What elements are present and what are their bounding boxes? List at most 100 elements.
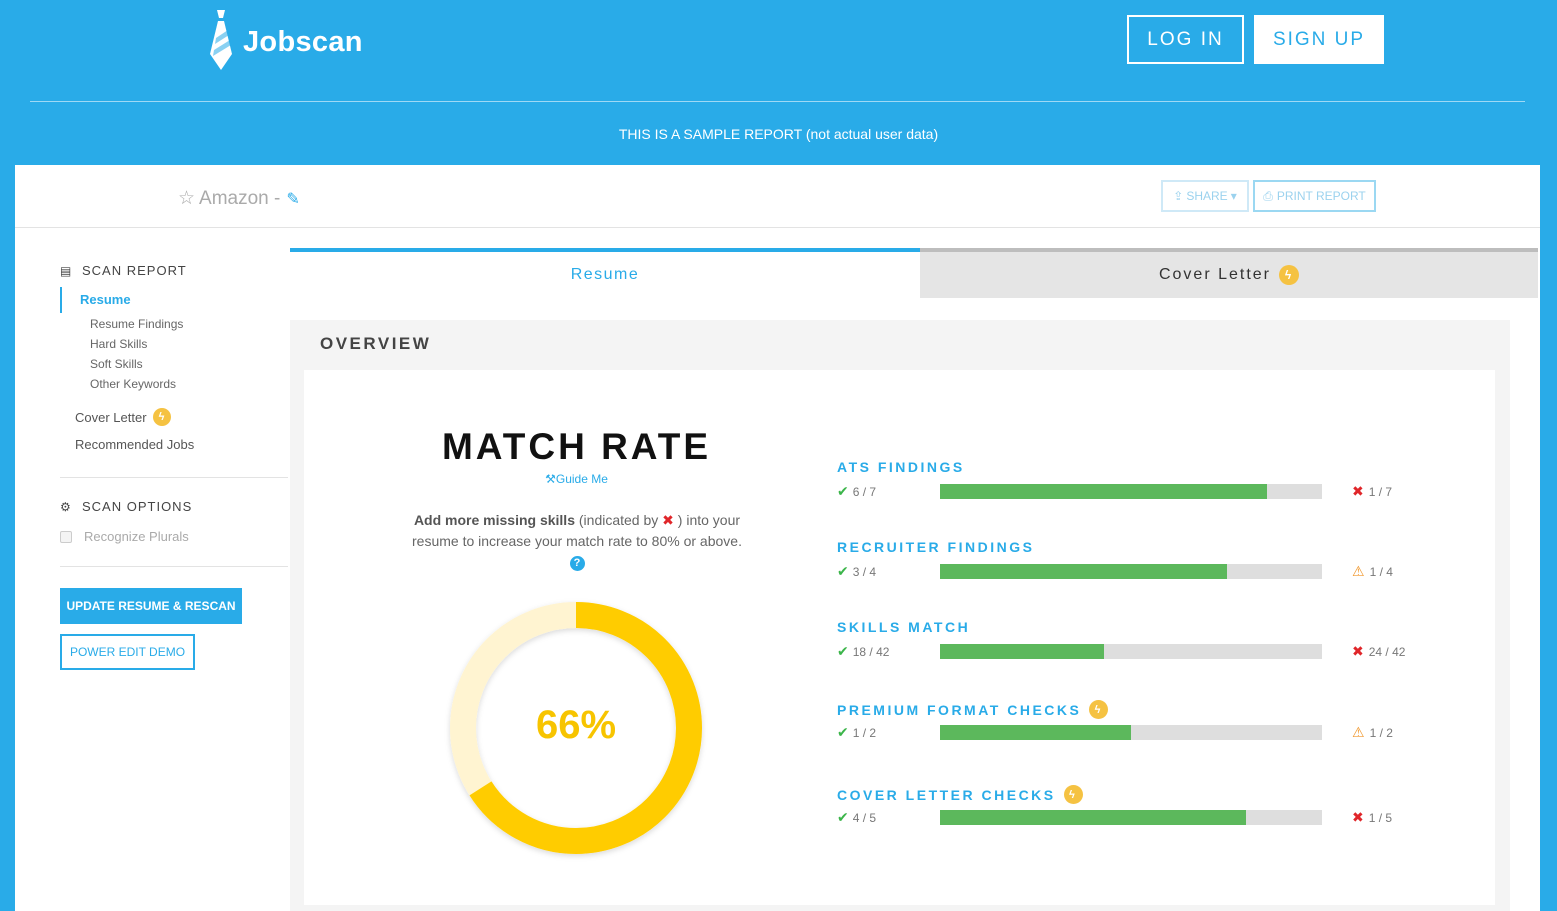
tab-cover-letter[interactable]: Cover Letter ϟ [920,248,1538,298]
green-check-icon: ✔ [837,483,849,499]
signup-button[interactable]: SIGN UP [1254,15,1384,64]
sidebar-item-cover-letter[interactable]: Cover Letter ϟ [75,408,171,426]
red-x-icon: ✖ [1352,643,1364,659]
login-button[interactable]: LOG IN [1127,15,1244,64]
premium-bolt-icon: ϟ [152,408,171,426]
green-check-icon: ✔ [837,563,849,579]
finding-progress-fill [940,644,1104,659]
finding-label-text: SKILLS MATCH [837,619,971,635]
top-header: Jobscan LOG IN SIGN UP THIS IS A SAMPLE … [0,0,1557,165]
jobscan-logo[interactable]: Jobscan [208,10,363,75]
scan-options-heading: ⚙ SCAN OPTIONS [60,499,192,514]
finding-row: COVER LETTER CHECKS ϟ ✔ 4 / 5 ✖ 1 / 5 [837,785,1457,845]
finding-progress-bar [940,725,1322,740]
sidebar-divider [60,477,288,478]
tab-cover-letter-label: Cover Letter [1158,266,1272,283]
sidebar-item-soft-skills[interactable]: Soft Skills [90,357,143,371]
finding-ok-count: ✔ 18 / 42 [837,643,889,660]
finding-issue-text: 1 / 7 [1368,484,1393,499]
finding-issue-text: 1 / 5 [1368,810,1393,825]
warning-icon: ⚠ [1352,724,1365,740]
finding-progress-bar [940,484,1322,499]
finding-progress-fill [940,564,1227,579]
sidebar-item-hard-skills[interactable]: Hard Skills [90,337,148,351]
guide-me-label: Guide Me [555,472,608,486]
scan-report-heading: ▤ SCAN REPORT [60,263,187,278]
list-icon: ▤ [60,263,73,278]
premium-bolt-icon: ϟ [1063,785,1083,804]
power-edit-demo-button[interactable]: POWER EDIT DEMO [60,634,195,670]
report-title-bar: ☆ Amazon - ✎ ⇪ SHARE ▾ ⎙ PRINT REPORT [15,165,1540,228]
recognize-plurals-label: Recognize Plurals [84,529,189,544]
finding-label[interactable]: PREMIUM FORMAT CHECKS ϟ [837,700,1109,719]
gauge-fill [450,602,702,854]
report-panel: ☆ Amazon - ✎ ⇪ SHARE ▾ ⎙ PRINT REPORT ▤ … [15,165,1540,911]
finding-ok-text: 3 / 4 [852,564,877,579]
sidebar-divider [60,566,288,567]
finding-ok-count: ✔ 3 / 4 [837,563,876,580]
finding-label[interactable]: ATS FINDINGS [837,459,965,475]
warning-icon: ⚠ [1352,563,1365,579]
finding-issue-count: ⚠ 1 / 4 [1352,563,1393,580]
finding-progress-fill [940,725,1131,740]
recognize-plurals-option[interactable]: Recognize Plurals [60,529,189,544]
finding-issue-count: ✖ 1 / 5 [1352,809,1392,826]
star-icon[interactable]: ☆ [178,188,196,209]
match-rate-description: Add more missing skills (indicated by ✖ … [412,510,742,573]
finding-row: PREMIUM FORMAT CHECKS ϟ ✔ 1 / 2 ⚠ 1 / 2 [837,700,1457,760]
caret-down-icon: ▾ [1230,189,1237,203]
pencil-icon[interactable]: ✎ [286,190,300,208]
sample-report-notice: THIS IS A SAMPLE REPORT (not actual user… [618,126,939,142]
scan-report-heading-text: SCAN REPORT [82,263,187,278]
share-icon: ⇪ [1173,189,1184,203]
finding-label-text: RECRUITER FINDINGS [837,539,1035,555]
help-question-icon[interactable]: ? [569,555,585,571]
desc-part1: (indicated by [575,512,663,528]
finding-issue-count: ⚠ 1 / 2 [1352,724,1393,741]
finding-issue-count: ✖ 24 / 42 [1352,643,1405,660]
match-rate-title: MATCH RATE [441,426,712,467]
finding-progress-bar [940,564,1322,579]
cover-letter-label: Cover Letter [75,409,147,425]
red-x-icon: ✖ [1352,809,1364,825]
finding-ok-text: 1 / 2 [852,725,877,740]
print-label: PRINT REPORT [1276,189,1366,203]
recognize-plurals-checkbox[interactable] [60,530,72,543]
premium-bolt-icon: ϟ [1089,700,1109,719]
share-label: SHARE [1186,189,1228,203]
gears-icon: ⚙ [60,499,72,514]
finding-label[interactable]: COVER LETTER CHECKS ϟ [837,785,1083,804]
match-rate-gauge [450,602,702,854]
job-title: ☆ Amazon - ✎ [178,187,300,210]
finding-label[interactable]: RECRUITER FINDINGS [837,539,1034,555]
share-button[interactable]: ⇪ SHARE ▾ [1161,180,1249,212]
brand-name: Jobscan [243,26,363,58]
green-check-icon: ✔ [837,724,849,740]
update-resume-rescan-button[interactable]: UPDATE RESUME & RESCAN [60,588,242,624]
sidebar-item-other-keywords[interactable]: Other Keywords [90,377,177,391]
finding-issue-text: 1 / 4 [1369,564,1393,579]
match-rate-percent: 66% [535,703,617,747]
sidebar-item-resume[interactable]: Resume [60,287,260,313]
overview-card: MATCH RATE ⚒Guide Me Add more missing sk… [304,370,1495,905]
finding-progress-bar [940,644,1322,659]
print-report-button[interactable]: ⎙ PRINT REPORT [1253,180,1376,212]
finding-ok-text: 4 / 5 [852,810,877,825]
desc-part2: ) into your resume to increase your matc… [412,512,742,549]
finding-label[interactable]: SKILLS MATCH [837,619,970,635]
guide-me-link[interactable]: ⚒Guide Me [304,472,849,486]
finding-issue-text: 24 / 42 [1368,644,1406,659]
desc-bold: Add more missing skills [413,512,575,528]
finding-ok-count: ✔ 1 / 2 [837,724,876,741]
green-check-icon: ✔ [837,809,849,825]
finding-row: SKILLS MATCH ✔ 18 / 42 ✖ 24 / 42 [837,619,1457,679]
tie-logo-icon [208,10,234,75]
sidebar-item-resume-findings[interactable]: Resume Findings [90,317,184,331]
sidebar-item-recommended-jobs[interactable]: Recommended Jobs [75,437,195,452]
green-check-icon: ✔ [837,643,849,659]
finding-row: RECRUITER FINDINGS ✔ 3 / 4 ⚠ 1 / 4 [837,539,1457,599]
finding-ok-text: 6 / 7 [852,484,877,499]
finding-issue-count: ✖ 1 / 7 [1352,483,1392,500]
tab-resume[interactable]: Resume [290,248,920,298]
finding-label-text: PREMIUM FORMAT CHECKS [837,701,1082,718]
